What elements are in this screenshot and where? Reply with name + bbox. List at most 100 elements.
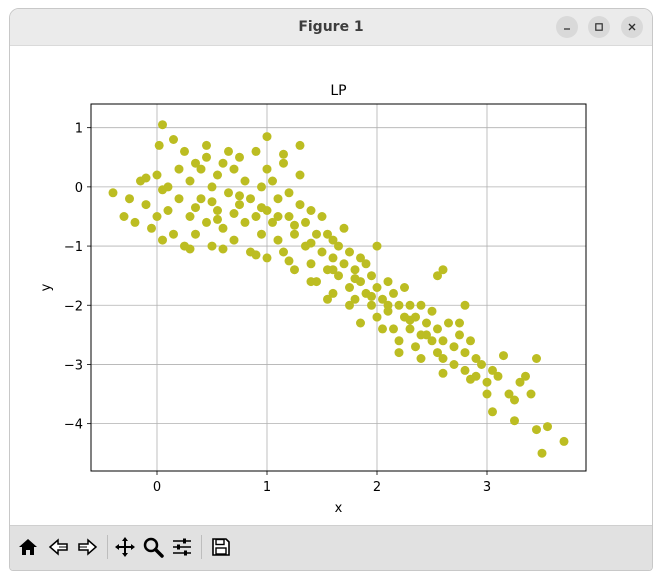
data-point	[526, 389, 536, 399]
data-point	[510, 395, 519, 405]
zoom-button[interactable]	[139, 533, 167, 561]
data-point	[306, 206, 316, 215]
data-point	[493, 371, 503, 381]
home-button[interactable]	[14, 533, 42, 561]
data-points	[108, 120, 569, 458]
data-point	[141, 200, 151, 210]
pan-button[interactable]	[111, 533, 139, 561]
maximize-button[interactable]	[588, 16, 610, 38]
data-point	[559, 436, 569, 446]
data-point	[350, 294, 360, 304]
data-point	[262, 132, 272, 142]
data-point	[317, 212, 327, 221]
data-point	[460, 365, 470, 375]
data-point	[191, 203, 200, 213]
data-point	[240, 176, 250, 186]
data-point	[279, 247, 288, 257]
data-point	[273, 235, 283, 245]
scatter-chart: 0 1 2 3 1 0 −1 −2 −3 −4 LP x y	[39, 83, 587, 516]
data-point	[268, 176, 277, 186]
axes-frame	[90, 103, 587, 472]
y-tick-label: 1	[75, 122, 83, 137]
data-point	[257, 203, 266, 213]
data-point	[154, 140, 164, 150]
data-point	[471, 354, 481, 363]
data-point	[290, 229, 299, 239]
data-point	[240, 217, 250, 227]
data-point	[169, 135, 178, 144]
plot-area: 0 1 2 3 1 0 −1 −2 −3 −4 LP x y	[10, 46, 652, 524]
configure-subplots-button[interactable]	[168, 533, 196, 561]
forward-button[interactable]	[74, 533, 102, 561]
data-point	[207, 197, 217, 207]
y-tick-label: −3	[64, 358, 83, 373]
data-point	[438, 336, 448, 346]
data-point	[328, 253, 338, 263]
y-tick-label: −1	[64, 240, 83, 255]
home-icon	[19, 539, 37, 555]
title-bar[interactable]: Figure 1	[10, 9, 652, 46]
data-point	[218, 244, 228, 254]
data-point	[466, 374, 475, 384]
data-point	[510, 416, 519, 426]
data-point	[130, 217, 140, 227]
data-point	[350, 274, 360, 284]
data-point	[306, 259, 316, 269]
data-point	[537, 448, 547, 458]
data-point	[482, 377, 492, 387]
maximize-icon	[595, 23, 603, 31]
data-point	[224, 146, 233, 156]
data-point	[438, 368, 448, 378]
data-point	[372, 241, 382, 251]
data-point	[323, 229, 332, 239]
data-point	[394, 300, 404, 310]
data-point	[174, 164, 184, 174]
y-axis-ticks: 1 0 −1 −2 −3 −4	[64, 122, 91, 433]
data-point	[460, 300, 470, 310]
data-point	[279, 149, 288, 159]
figure-window: Figure 1 0 1 2 3 1 0 −1 −2 −3 −4 LP x y	[9, 8, 653, 571]
back-button[interactable]	[44, 533, 72, 561]
data-point	[229, 164, 239, 174]
data-point	[339, 223, 349, 233]
data-point	[488, 365, 497, 375]
minimize-icon	[564, 28, 570, 30]
data-point	[460, 348, 470, 358]
save-button[interactable]	[207, 533, 235, 561]
data-point	[306, 277, 316, 287]
data-point	[328, 288, 338, 298]
data-point	[262, 253, 272, 263]
data-point	[108, 188, 118, 198]
back-icon	[48, 538, 68, 556]
data-point	[378, 294, 387, 304]
data-point	[427, 306, 437, 316]
data-point	[284, 188, 294, 198]
data-point	[246, 194, 255, 204]
data-point	[378, 324, 387, 334]
minimize-button[interactable]	[556, 16, 578, 38]
data-point	[273, 212, 283, 221]
data-point	[284, 256, 294, 266]
data-point	[433, 271, 442, 281]
data-point	[290, 220, 299, 230]
data-point	[185, 176, 195, 186]
data-point	[213, 170, 222, 180]
data-point	[141, 173, 151, 183]
data-point	[158, 185, 167, 195]
data-point	[339, 259, 349, 269]
data-point	[372, 312, 382, 322]
data-point	[290, 265, 299, 275]
data-point	[416, 354, 426, 363]
data-point	[180, 146, 189, 156]
data-point	[367, 271, 376, 281]
data-point	[345, 247, 354, 257]
data-point	[488, 407, 497, 417]
data-point	[213, 206, 222, 215]
data-point	[229, 209, 239, 218]
data-point	[383, 300, 393, 310]
data-point	[158, 235, 167, 245]
data-point	[356, 253, 365, 263]
data-point	[169, 229, 178, 239]
data-point	[119, 212, 129, 221]
close-button[interactable]	[621, 16, 643, 38]
